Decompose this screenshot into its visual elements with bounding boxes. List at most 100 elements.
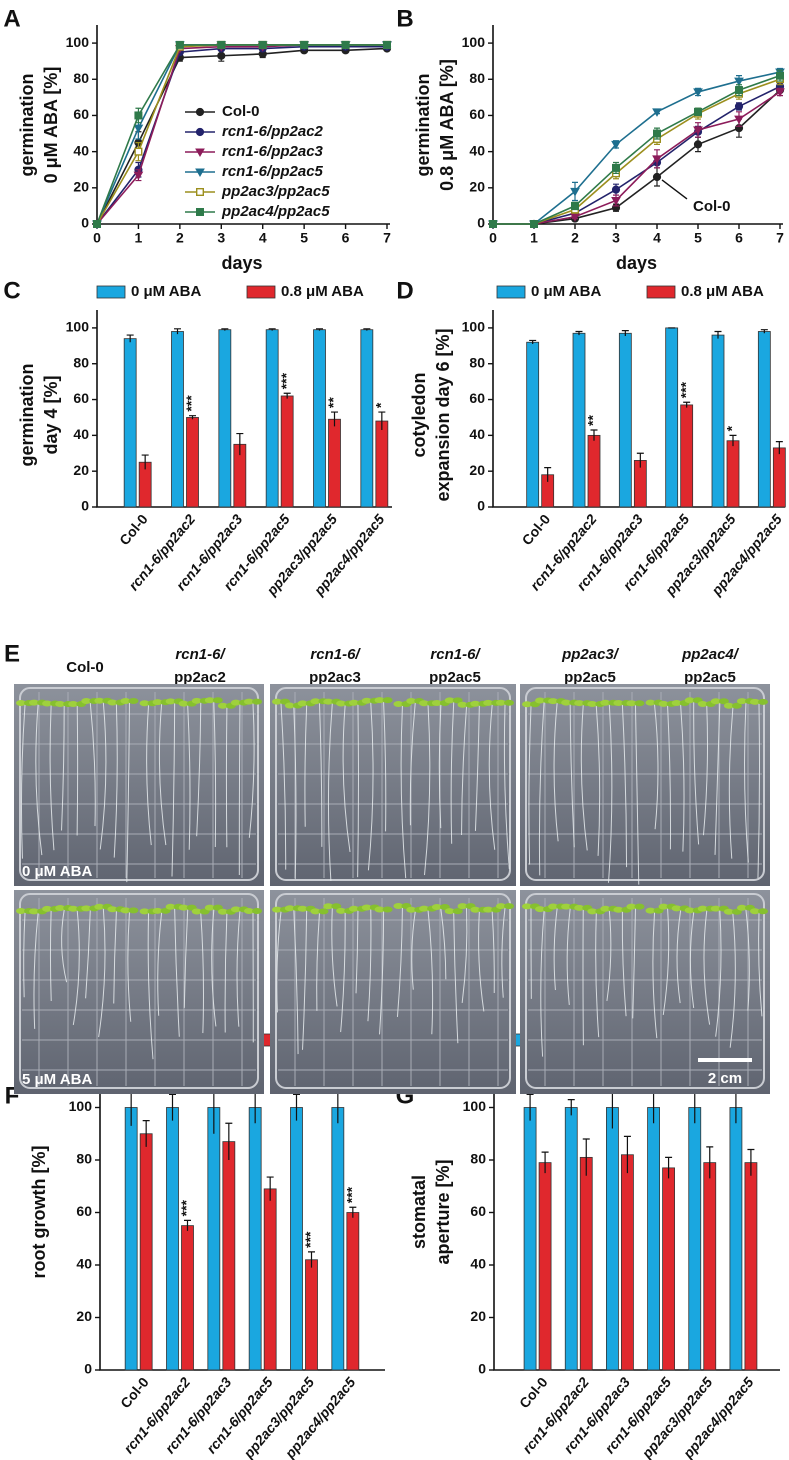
y-tick-label: 80: [470, 1151, 486, 1167]
annotation: Col-0: [693, 198, 731, 215]
cotyledon: [139, 908, 150, 915]
panel-letter: B: [396, 5, 413, 32]
bar: [222, 1141, 236, 1371]
root: [503, 704, 510, 870]
point: [489, 219, 498, 228]
y-axis-title: 0 μM ABA [%]: [41, 67, 61, 184]
root: [49, 705, 55, 851]
column-label: rcn1-6/: [430, 646, 481, 663]
column-label: pp2ac5: [429, 669, 481, 686]
point: [652, 108, 662, 117]
cotyledon: [284, 905, 295, 912]
root: [396, 907, 403, 1018]
significance: ***: [344, 1186, 360, 1203]
root: [276, 911, 282, 1013]
root: [621, 911, 627, 1017]
legend-marker: [195, 127, 205, 137]
cotyledon: [710, 698, 721, 705]
cotyledon: [736, 698, 747, 705]
y-axis-title: stomatal: [409, 1175, 429, 1249]
cotyledon: [191, 697, 202, 704]
y-tick-label: 100: [462, 319, 486, 335]
root: [595, 913, 600, 1038]
legend-label: pp2ac4/pp2ac5: [221, 203, 330, 220]
column-label: rcn1-6/: [175, 646, 226, 663]
root: [99, 702, 107, 850]
point: [735, 86, 744, 95]
panel-letter: C: [3, 277, 20, 304]
y-tick-label: 0: [81, 498, 89, 514]
error-bar: [541, 1151, 549, 1174]
y-tick-label: 0: [478, 1361, 486, 1377]
x-tick-label: 1: [135, 230, 143, 246]
cotyledon: [323, 903, 334, 910]
bar: [305, 1259, 318, 1371]
x-axis-title: days: [221, 253, 262, 273]
cotyledon: [613, 906, 624, 913]
bar: [587, 434, 601, 508]
y-tick-label: 80: [469, 354, 485, 370]
point: [734, 77, 744, 87]
root: [379, 911, 385, 1035]
cotyledon: [165, 903, 176, 910]
x-tick-label: 0: [489, 230, 497, 246]
point: [734, 115, 744, 125]
cotyledon: [393, 700, 404, 707]
bar: [606, 1107, 619, 1371]
bar: [729, 1107, 743, 1371]
y-tick-label: 20: [76, 1308, 92, 1324]
point: [133, 171, 144, 181]
point: [134, 147, 143, 156]
point: [133, 124, 144, 134]
bar: [290, 1107, 303, 1371]
root: [98, 908, 106, 1038]
cotyledon: [758, 698, 768, 705]
point: [92, 219, 101, 228]
series-line: [96, 44, 387, 225]
cotyledon: [431, 904, 442, 911]
root: [461, 908, 468, 1003]
root: [331, 908, 338, 1007]
root: [238, 704, 241, 875]
point: [693, 88, 703, 97]
legend-label: pp2ac3/pp2ac5: [221, 183, 330, 200]
cotyledon: [323, 698, 334, 705]
cotyledon: [444, 908, 455, 915]
bar: [711, 334, 725, 508]
bar: [726, 440, 740, 508]
bar: [572, 332, 586, 508]
legend-label: rcn1-6/pp2ac3: [222, 143, 324, 160]
error-bar: [621, 329, 629, 336]
cotyledon: [750, 698, 760, 705]
error-bar: [184, 1219, 191, 1231]
root: [608, 704, 613, 883]
x-axis-title: days: [616, 253, 657, 273]
root: [662, 908, 670, 1015]
series-line: [96, 45, 387, 225]
y-tick-label: 100: [462, 34, 486, 50]
y-tick-label: 80: [73, 354, 89, 370]
bar: [313, 329, 326, 508]
bar: [703, 1162, 717, 1371]
cotyledon: [504, 699, 514, 706]
cotyledon: [382, 906, 393, 913]
error-bar: [349, 1206, 357, 1218]
series-line: [96, 47, 388, 225]
bar: [280, 395, 294, 508]
error-bar: [221, 328, 229, 331]
root: [316, 913, 320, 1011]
cotyledon: [561, 699, 572, 706]
error-bar: [236, 432, 244, 456]
row-label: 0 μM ABA: [22, 863, 92, 880]
bar: [621, 1154, 634, 1371]
series-line: [493, 74, 781, 225]
cotyledon: [297, 700, 308, 707]
point: [134, 111, 143, 120]
cotyledon: [731, 702, 742, 709]
cotyledon: [710, 905, 721, 912]
error-bar: [582, 1138, 590, 1176]
cotyledon: [496, 699, 506, 706]
error-bar: [665, 1156, 673, 1179]
x-tick-label: pp2ac3/pp2ac5: [638, 1374, 716, 1460]
cotyledon: [613, 699, 624, 706]
